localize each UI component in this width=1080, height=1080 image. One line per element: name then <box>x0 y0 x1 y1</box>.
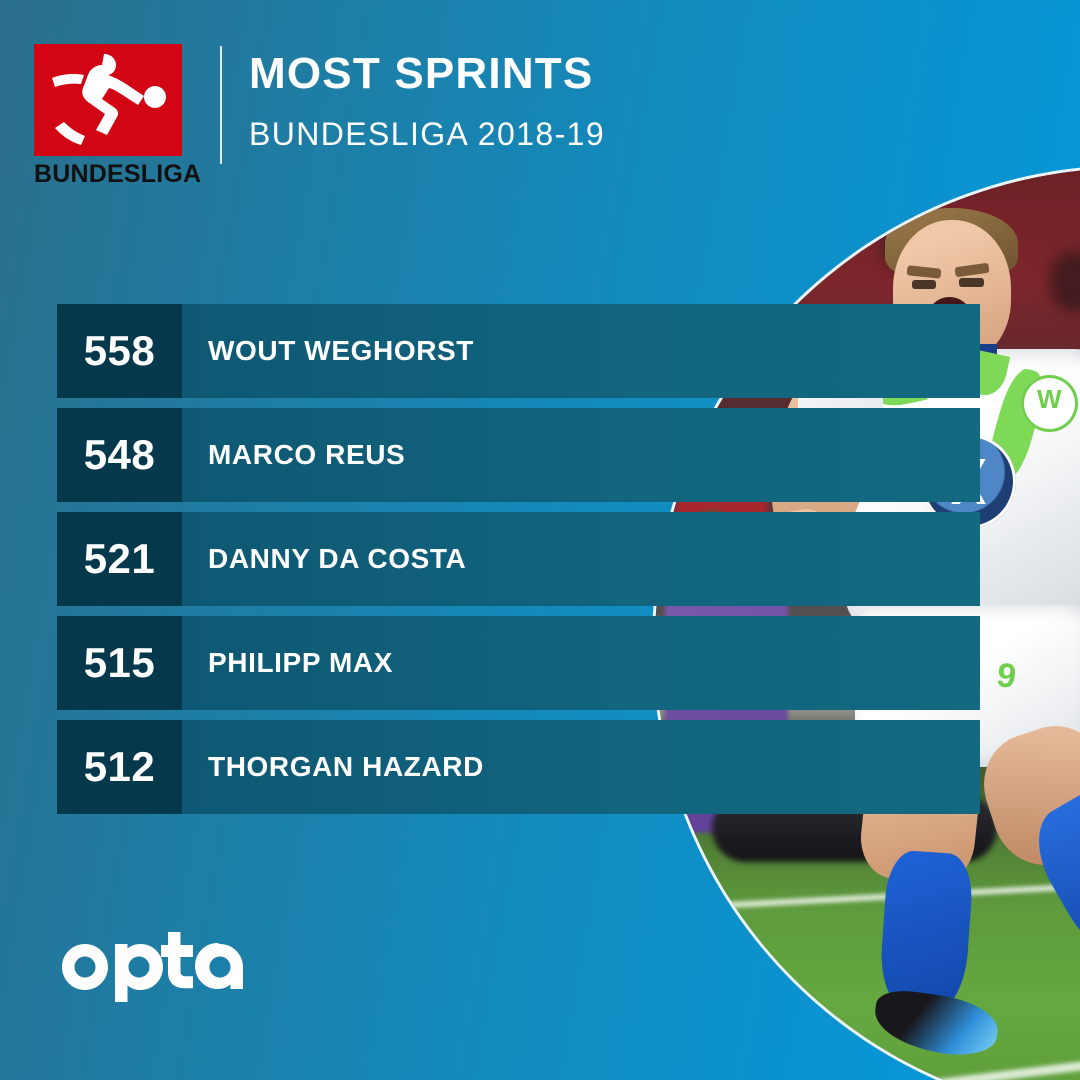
table-row: 515 PHILIPP MAX <box>57 616 980 710</box>
player-eye-left <box>911 280 937 289</box>
row-value: 512 <box>57 720 182 814</box>
header-divider <box>220 46 222 164</box>
row-value: 515 <box>57 616 182 710</box>
bundesliga-wordmark: BUNDESLIGA <box>34 160 202 188</box>
row-player-name: THORGAN HAZARD <box>208 751 484 782</box>
row-bar: THORGAN HAZARD <box>182 720 980 814</box>
bundesliga-logo-mark <box>34 44 182 156</box>
row-player-name: WOUT WEGHORST <box>208 335 474 366</box>
wolfsburg-badge-icon: W <box>1020 375 1078 433</box>
player-eye-right <box>959 278 984 287</box>
row-player-name: PHILIPP MAX <box>208 647 394 678</box>
row-bar: MARCO REUS <box>182 408 980 502</box>
row-bar: PHILIPP MAX <box>182 616 980 710</box>
opta-logo <box>62 932 243 1002</box>
row-value: 521 <box>57 512 182 606</box>
bundesliga-player-silhouette-icon <box>52 54 166 145</box>
row-bar: WOUT WEGHORST <box>182 304 980 398</box>
table-row: 558 WOUT WEGHORST <box>57 304 980 398</box>
row-value: 558 <box>57 304 182 398</box>
table-row: 548 MARCO REUS <box>57 408 980 502</box>
header-titles: MOST SPRINTS BUNDESLIGA 2018-19 <box>249 44 606 152</box>
table-row: 521 DANNY DA COSTA <box>57 512 980 606</box>
row-player-name: DANNY DA COSTA <box>208 543 467 574</box>
page-subtitle: BUNDESLIGA 2018-19 <box>249 116 606 152</box>
ranking-list: 558 WOUT WEGHORST 548 MARCO REUS 521 DAN… <box>57 304 980 814</box>
row-player-name: MARCO REUS <box>208 439 406 470</box>
row-value: 548 <box>57 408 182 502</box>
row-bar: DANNY DA COSTA <box>182 512 980 606</box>
page-title: MOST SPRINTS <box>249 49 594 98</box>
player-boot-left <box>870 986 1001 1060</box>
table-row: 512 THORGAN HAZARD <box>57 720 980 814</box>
